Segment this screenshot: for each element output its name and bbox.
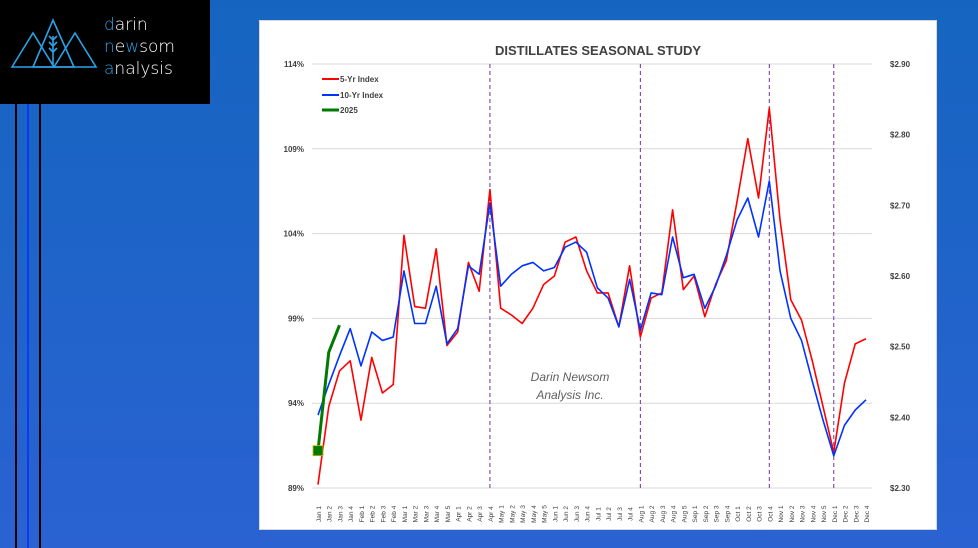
x-tick-label: Apr 2 <box>466 506 473 522</box>
x-tick-label: Sep 4 <box>724 505 731 522</box>
decorative-stripe <box>15 104 17 548</box>
x-tick-label: Jul 2 <box>606 507 613 521</box>
y-tick-right: $2.40 <box>890 413 911 422</box>
x-tick-label: Jul 4 <box>628 507 635 521</box>
x-tick-label: Nov 5 <box>821 505 828 522</box>
x-tick-label: Apr 1 <box>456 506 463 522</box>
x-tick-label: Sep 1 <box>692 505 699 522</box>
x-tick-label: Jan 3 <box>337 506 344 522</box>
series-line-2025 <box>316 324 341 451</box>
x-tick-label: Jun 1 <box>552 506 559 522</box>
x-tick-label: Sep 2 <box>703 505 710 522</box>
x-tick-label: Aug 2 <box>649 505 656 522</box>
x-tick-label: Jan 4 <box>348 506 355 522</box>
x-tick-label: Feb 2 <box>370 505 377 522</box>
decorative-stripe <box>27 104 29 548</box>
y-tick-right: $2.30 <box>890 484 911 493</box>
logo-letter: a <box>104 59 115 79</box>
x-tick-label: Mar 1 <box>402 505 409 522</box>
legend: 5-Yr Index 10-Yr Index 2025 <box>322 75 384 115</box>
x-tick-label: Feb 3 <box>380 505 387 522</box>
x-tick-label: Aug 3 <box>660 505 667 522</box>
y-tick-left: 114% <box>284 60 304 69</box>
series-line-5-yr-index <box>317 107 867 485</box>
x-tick-label: Aug 4 <box>671 505 678 522</box>
x-tick-label: May 2 <box>509 505 516 523</box>
logo-wordmark: darin newsom analysis <box>104 14 175 80</box>
y-tick-left: 104% <box>284 230 304 239</box>
x-tick-label: Jun 3 <box>574 506 581 522</box>
x-tick-label: Jan 2 <box>327 506 334 522</box>
y-tick-left: 109% <box>284 145 304 154</box>
x-tick-label: May 5 <box>542 505 549 523</box>
x-tick-label: Oct 3 <box>757 506 764 522</box>
x-tick-label: Oct 2 <box>746 506 753 522</box>
logo-letter: n <box>104 37 115 57</box>
logo-letter: e <box>114 37 126 57</box>
watermark: Darin Newsom Analysis Inc. <box>531 370 610 402</box>
y-tick-right: $2.60 <box>890 272 911 281</box>
x-tick-label: Mar 3 <box>423 505 430 522</box>
decorative-stripe <box>39 104 41 548</box>
x-tick-label: Jul 3 <box>617 507 624 521</box>
logo-letter: d <box>104 15 115 35</box>
y-tick-left: 99% <box>288 314 304 323</box>
x-tick-label: May 3 <box>520 505 527 523</box>
x-tick-label: May 1 <box>499 505 506 523</box>
x-tick-label: Jun 4 <box>585 506 592 522</box>
legend-label-5yr: 5-Yr Index <box>340 75 379 84</box>
x-tick-label: Dec 2 <box>843 505 850 522</box>
company-logo: darin newsom analysis <box>0 0 210 104</box>
y-tick-right: $2.70 <box>890 201 911 210</box>
x-tick-label: Nov 4 <box>810 505 817 522</box>
watermark-line: Analysis Inc. <box>535 388 603 402</box>
logo-word-analysis: nalysis <box>114 59 173 79</box>
x-tick-label: Feb 1 <box>359 505 366 522</box>
x-tick-label: Feb 4 <box>391 505 398 522</box>
watermark-line: Darin Newsom <box>531 370 610 384</box>
chart-panel: DISTILLATES SEASONAL STUDY 89% 94% 99% 104%… <box>259 20 937 530</box>
y-tick-right: $2.90 <box>890 60 911 69</box>
chart-title: DISTILLATES SEASONAL STUDY <box>495 43 701 58</box>
seasonal-chart: DISTILLATES SEASONAL STUDY 89% 94% 99% 104%… <box>284 43 911 523</box>
y-tick-right: $2.80 <box>890 131 911 140</box>
x-tick-label: Aug 1 <box>638 505 645 522</box>
start-marker <box>312 445 324 457</box>
x-tick-label: Oct 1 <box>735 506 742 522</box>
x-tick-label: Dec 3 <box>853 505 860 522</box>
x-tick-label: Nov 2 <box>789 505 796 522</box>
x-tick-label: Mar 4 <box>434 505 441 522</box>
legend-label-2025: 2025 <box>340 106 358 115</box>
y-tick-left: 89% <box>288 484 304 493</box>
x-tick-label: Dec 1 <box>832 505 839 522</box>
x-tick-label: Mar 5 <box>445 505 452 522</box>
x-tick-label: Dec 4 <box>864 505 871 522</box>
x-tick-label: Sep 3 <box>714 505 721 522</box>
mountain-wheat-icon <box>10 17 98 68</box>
series-line-10-yr-index <box>317 180 867 457</box>
logo-word-newsom: som <box>139 37 175 57</box>
y-tick-left: 94% <box>288 399 304 408</box>
x-tick-label: May 4 <box>531 505 538 523</box>
legend-label-10yr: 10-Yr Index <box>340 91 384 100</box>
y-tick-right: $2.50 <box>890 343 911 352</box>
x-tick-label: Oct 4 <box>767 506 774 522</box>
x-tick-label: Mar 2 <box>413 505 420 522</box>
x-tick-label: Jul 1 <box>595 507 602 521</box>
logo-letter: w <box>125 37 140 57</box>
x-tick-label: Aug 5 <box>681 505 688 522</box>
x-tick-label: Nov 1 <box>778 505 785 522</box>
x-tick-label: Apr 3 <box>477 506 484 522</box>
logo-word-darin: arin <box>114 15 148 35</box>
x-tick-label: Nov 3 <box>800 505 807 522</box>
x-tick-label: Apr 4 <box>488 506 495 522</box>
x-tick-label: Jun 2 <box>563 506 570 522</box>
x-tick-label: Jan 1 <box>316 506 323 522</box>
